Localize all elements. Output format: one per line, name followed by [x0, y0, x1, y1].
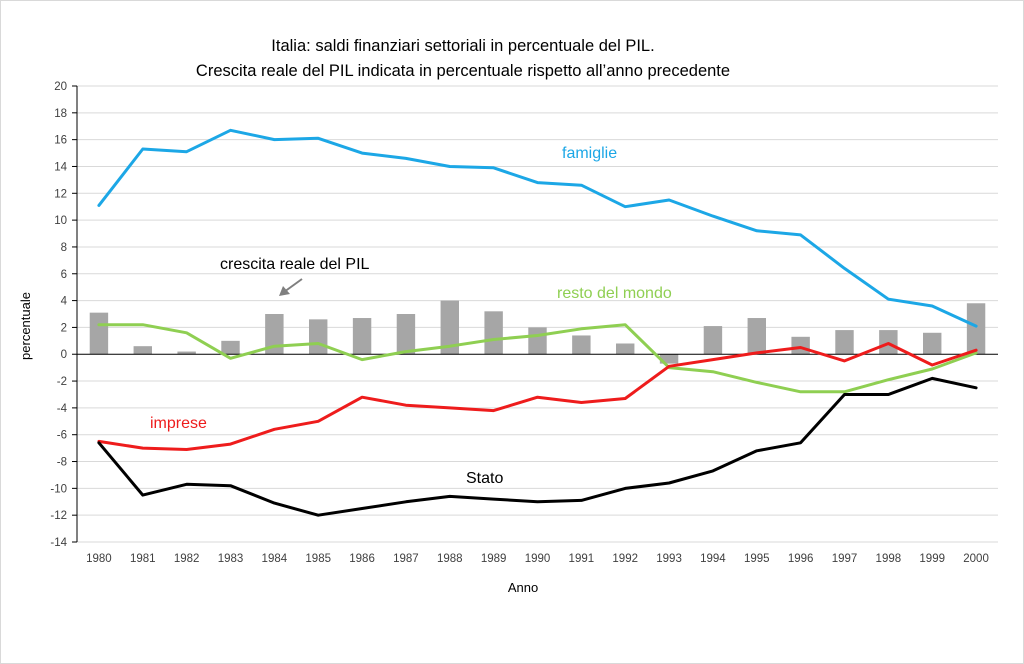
- bar-1986: [352, 318, 372, 355]
- x-tick-label: 1999: [919, 553, 945, 565]
- annotation-stato: Stato: [466, 470, 503, 487]
- line-series: [97, 128, 978, 517]
- x-tick-label: 1989: [481, 553, 507, 565]
- x-tick-label: 1994: [700, 553, 726, 565]
- bar-1993: [659, 354, 679, 364]
- annotation-arrow-head: [279, 286, 290, 296]
- x-axis-ticks: 1980 1981 1982 1983 1984 1985 1986 1987 1988 1989…: [86, 553, 989, 565]
- y-tick-label: 16: [54, 135, 67, 147]
- y-tick-label: 14: [54, 161, 67, 173]
- x-tick-label: 1983: [218, 553, 244, 565]
- bar-1999: [923, 332, 942, 355]
- x-tick-label: 1997: [832, 553, 858, 565]
- x-tick-label: 1982: [174, 553, 200, 565]
- x-tick-label: 1981: [130, 553, 156, 565]
- bar-2000: [966, 303, 986, 355]
- bar-1980: [89, 312, 109, 355]
- bar-1983: [221, 340, 240, 355]
- annotation-resto-del-mondo: resto del mondo: [557, 285, 672, 302]
- x-axis-title: Anno: [508, 580, 538, 595]
- x-tick-label: 1998: [876, 553, 902, 565]
- x-tick-label: 1987: [393, 553, 419, 565]
- series-line-famiglie: [97, 128, 978, 328]
- bar-1985: [309, 319, 328, 355]
- y-tick-label: -10: [50, 483, 67, 495]
- bar-1997: [835, 330, 854, 355]
- annotations: famiglie crescita reale del PIL resto de…: [150, 145, 672, 487]
- y-tick-label: 8: [61, 242, 67, 254]
- axes: [72, 85, 998, 543]
- gridlines: [77, 85, 998, 543]
- x-tick-label: 1986: [349, 553, 375, 565]
- y-tick-label: -12: [50, 510, 67, 522]
- bar-1982: [177, 351, 196, 355]
- y-tick-label: 0: [61, 349, 67, 361]
- x-tick-label: 1995: [744, 553, 770, 565]
- y-axis-title: percentuale: [18, 292, 33, 360]
- bar-1994: [703, 326, 723, 355]
- chart-title-line-1: Italia: saldi finanziari settoriali in p…: [271, 37, 654, 55]
- series-line-imprese: [97, 342, 978, 451]
- y-tick-label: 2: [61, 322, 67, 334]
- x-tick-label: 2000: [963, 553, 989, 565]
- annotation-famiglie: famiglie: [562, 145, 617, 162]
- annotation-crescita: crescita reale del PIL: [220, 256, 370, 273]
- y-tick-label: -4: [57, 403, 68, 415]
- y-tick-label: 18: [54, 108, 67, 120]
- series-line-stato: [97, 376, 978, 517]
- bar-1991: [572, 335, 591, 355]
- annotation-imprese: imprese: [150, 415, 207, 432]
- y-tick-label: 10: [54, 215, 67, 227]
- y-tick-label: 6: [61, 269, 67, 281]
- bar-1987: [396, 314, 416, 355]
- y-tick-label: -8: [57, 457, 67, 469]
- x-tick-label: 1996: [788, 553, 814, 565]
- x-tick-label: 1992: [612, 553, 638, 565]
- bar-1984: [265, 314, 284, 355]
- bar-1989: [484, 311, 503, 355]
- bar-1981: [133, 346, 152, 355]
- x-tick-label: 1984: [262, 553, 288, 565]
- bar-1995: [747, 318, 766, 355]
- bar-1992: [616, 343, 635, 355]
- y-tick-label: -6: [57, 430, 67, 442]
- y-tick-label: 4: [61, 296, 68, 308]
- annotation-arrow-shaft: [283, 278, 303, 293]
- series-line-resto-del-mondo: [97, 323, 978, 394]
- y-tick-label: 12: [54, 188, 67, 200]
- y-tick-label: -14: [50, 537, 67, 549]
- x-tick-label: 1991: [569, 553, 595, 565]
- bar-1996: [791, 336, 810, 355]
- x-tick-label: 1993: [656, 553, 682, 565]
- bar-1990: [528, 327, 547, 355]
- y-tick-label: -2: [57, 376, 67, 388]
- y-tick-label: 20: [54, 81, 67, 93]
- x-tick-label: 1988: [437, 553, 463, 565]
- bar-series: [89, 300, 986, 364]
- x-tick-label: 1980: [86, 553, 112, 565]
- chart-title-line-2: Crescita reale del PIL indicata in perce…: [196, 62, 730, 80]
- x-tick-label: 1990: [525, 553, 551, 565]
- x-tick-label: 1985: [305, 553, 331, 565]
- bar-1988: [440, 300, 459, 355]
